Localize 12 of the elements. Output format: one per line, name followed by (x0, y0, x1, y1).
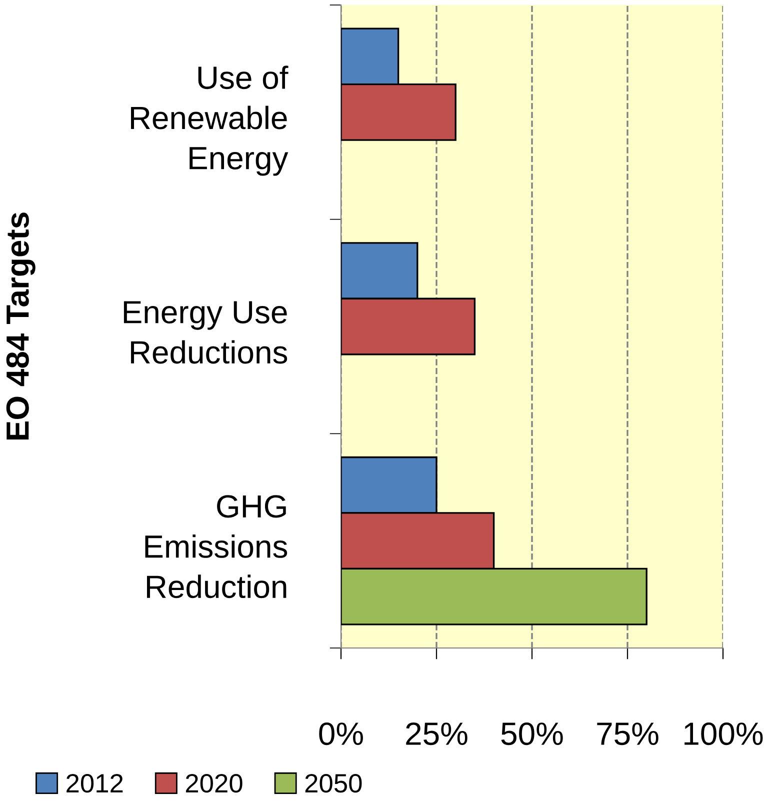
y-axis-title: EO 484 Targets (6, 212, 36, 440)
x-tick-label: 100% (684, 722, 763, 746)
y-tick-label: Energy Use Reductions (124, 301, 288, 364)
x-tick-label: 25% (406, 722, 468, 746)
x-tick-label: 50% (501, 722, 563, 746)
legend-label: 2050 (305, 774, 362, 793)
legend-label: 2020 (186, 774, 242, 793)
x-tick-label: 75% (597, 722, 658, 746)
x-tick-label: 0% (319, 722, 363, 746)
y-tick-label: Use of Renewable Energy (131, 66, 288, 176)
y-tick-label: GHG Emissions Reduction (145, 495, 288, 598)
legend-label: 2012 (66, 774, 123, 793)
